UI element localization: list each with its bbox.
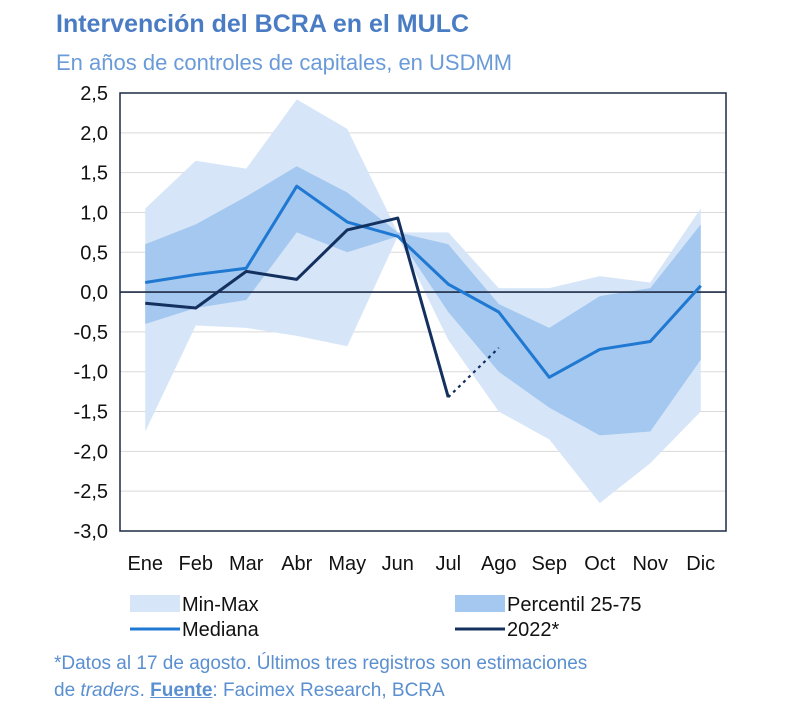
y-tick-label: 2,5 (80, 83, 108, 105)
legend-label: Mediana (182, 619, 260, 640)
footnote-line2: de traders. Fuente: Facimex Research, BC… (54, 677, 774, 704)
footnote-mid: . (139, 680, 151, 701)
legend-label: Percentil 25-75 (507, 594, 642, 616)
y-tick-label: -1,5 (74, 402, 108, 424)
x-tick-label: Nov (632, 553, 668, 575)
y-tick-label: -3,0 (74, 521, 108, 543)
line-2022-estimated (447, 347, 500, 398)
y-tick-label: -0,5 (74, 322, 108, 344)
footnote-prefix: de (54, 680, 81, 701)
y-tick-label: 0,0 (80, 282, 108, 304)
y-tick-label: 1,5 (80, 163, 108, 185)
legend-label: Min-Max (182, 594, 259, 616)
chart-svg: 2,5 2,0 1,5 1,0 0,5 0,0 -0,5 -1,0 -1,5 -2,0 -2,5 -3… (74, 83, 727, 640)
x-tick-label: Mar (229, 553, 264, 575)
line-2022 (145, 216, 450, 398)
y-tick-label: 0,5 (80, 242, 108, 264)
footnote-fuente-label: Fuente (150, 680, 213, 701)
legend-swatch (130, 595, 180, 612)
footnote-traders: traders (80, 680, 140, 701)
line-mediana (145, 184, 702, 379)
y-tick-label: -2,5 (74, 481, 108, 503)
y-tick-label: 1,0 (80, 202, 108, 224)
plot-frame (119, 92, 727, 532)
y-tick-label: 2,0 (80, 123, 108, 145)
x-tick-label: Ago (481, 553, 517, 575)
chart-subtitle: En años de controles de capitales, en US… (56, 50, 513, 75)
x-tick-label: Dic (686, 553, 715, 575)
band-percentil-25-75 (145, 166, 701, 436)
x-tick-label: Abr (281, 553, 312, 575)
chart-title: Intervención del BCRA en el MULC (56, 10, 470, 38)
x-tick-label: Jul (435, 553, 461, 575)
y-tick-label: -1,0 (74, 362, 108, 384)
x-tick-label: Ene (127, 553, 163, 575)
x-tick-label: Jun (382, 553, 414, 575)
x-tick-label: May (328, 553, 366, 575)
x-tick-label: Feb (179, 553, 213, 575)
y-tick-label: -2,0 (74, 441, 108, 463)
x-tick-label: Sep (531, 553, 567, 575)
x-tick-label: Oct (584, 553, 616, 575)
footnote-source: : Facimex Research, BCRA (212, 680, 445, 701)
legend-label: 2022* (507, 619, 559, 640)
footnote-line1: *Datos al 17 de agosto. Últimos tres reg… (54, 653, 588, 674)
footnote: *Datos al 17 de agosto. Últimos tres reg… (54, 650, 774, 704)
legend-swatch (455, 595, 505, 612)
